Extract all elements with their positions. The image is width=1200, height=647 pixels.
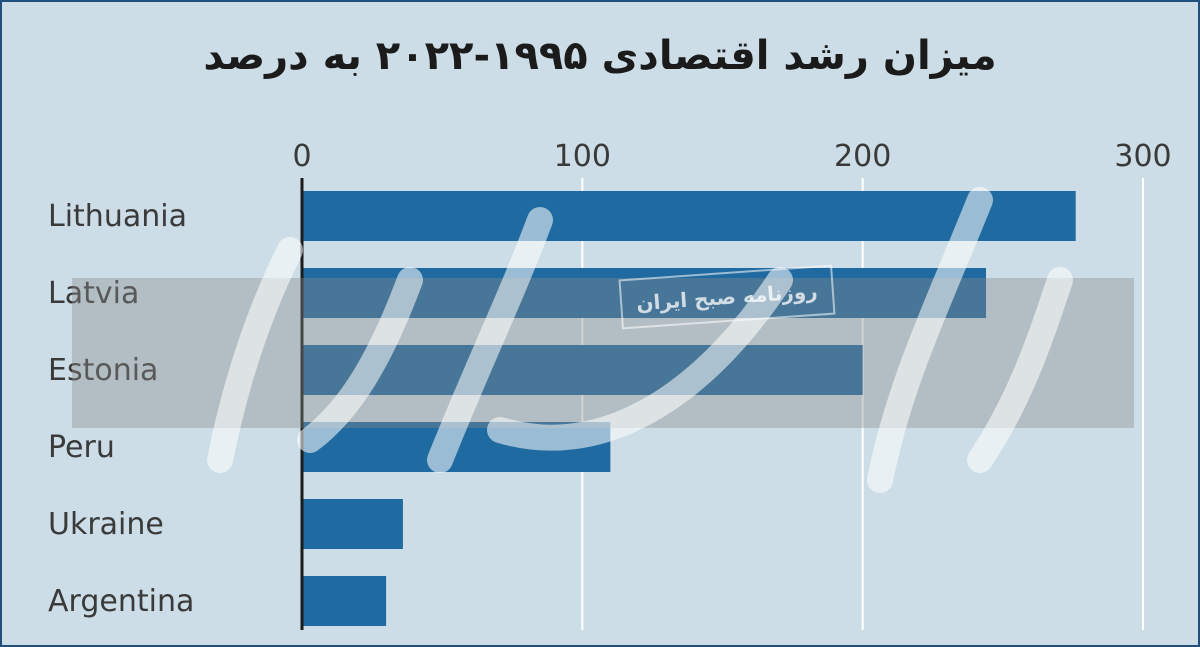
bar bbox=[302, 191, 1076, 241]
bar bbox=[302, 422, 611, 472]
category-label: Latvia bbox=[48, 276, 139, 311]
x-tick-label: 100 bbox=[554, 139, 611, 174]
category-label: Argentina bbox=[48, 584, 194, 619]
category-label: Lithuania bbox=[48, 199, 187, 234]
bar bbox=[302, 499, 403, 549]
x-tick-label: 300 bbox=[1114, 139, 1171, 174]
watermark-band bbox=[72, 278, 1134, 428]
bar bbox=[302, 576, 387, 626]
x-tick-label: 0 bbox=[292, 139, 311, 174]
category-label: Peru bbox=[48, 430, 115, 465]
chart-title: میزان رشد اقتصادی ۱۹۹۵-۲۰۲۲ به درصد bbox=[203, 33, 997, 79]
category-label: Ukraine bbox=[48, 507, 164, 542]
category-label: Estonia bbox=[48, 353, 158, 388]
x-tick-label: 200 bbox=[834, 139, 891, 174]
